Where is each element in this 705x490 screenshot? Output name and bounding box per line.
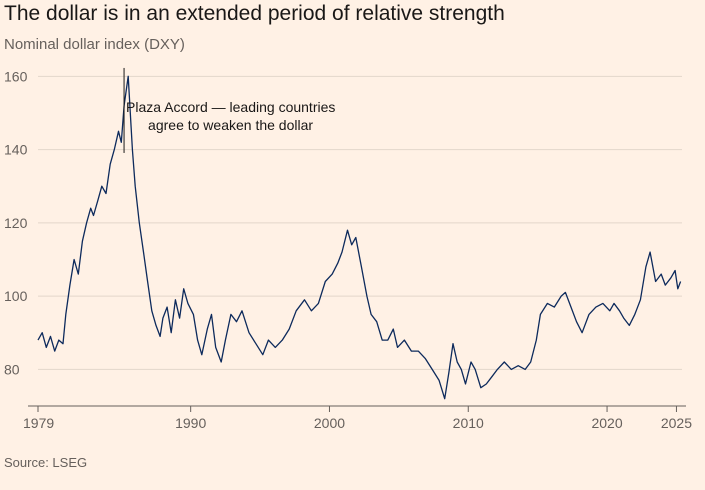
annotation-text-line-1: Plaza Accord — leading countries: [126, 99, 335, 115]
series-layer: [37, 75, 682, 400]
annotations: Plaza Accord — leading countries agree to…: [123, 67, 335, 153]
axes: 80 100 120 140 160 1979 1990 2000 2010 2020 2025: [4, 68, 692, 431]
chart-subtitle: Nominal dollar index (DXY): [4, 36, 185, 53]
source-note: Source: LSEG: [4, 455, 88, 470]
x-tick-label: 2000: [314, 415, 345, 431]
x-tick-label: 2025: [661, 415, 692, 431]
y-tick-label: 80: [4, 361, 20, 377]
x-tick-label: 1990: [175, 415, 206, 431]
y-tick-label: 120: [4, 215, 28, 231]
x-tick-label: 1979: [23, 415, 54, 431]
y-tick-label: 140: [4, 142, 28, 158]
y-tick-label: 160: [4, 68, 28, 84]
x-tick-label: 2020: [591, 415, 622, 431]
x-tick-label: 2010: [453, 415, 484, 431]
series-line-dxy: [37, 75, 682, 400]
chart-title: The dollar is in an extended period of r…: [4, 2, 505, 25]
annotation-text-line-2: agree to weaken the dollar: [148, 117, 313, 133]
gridlines: [38, 75, 682, 370]
y-tick-label: 100: [4, 288, 28, 304]
